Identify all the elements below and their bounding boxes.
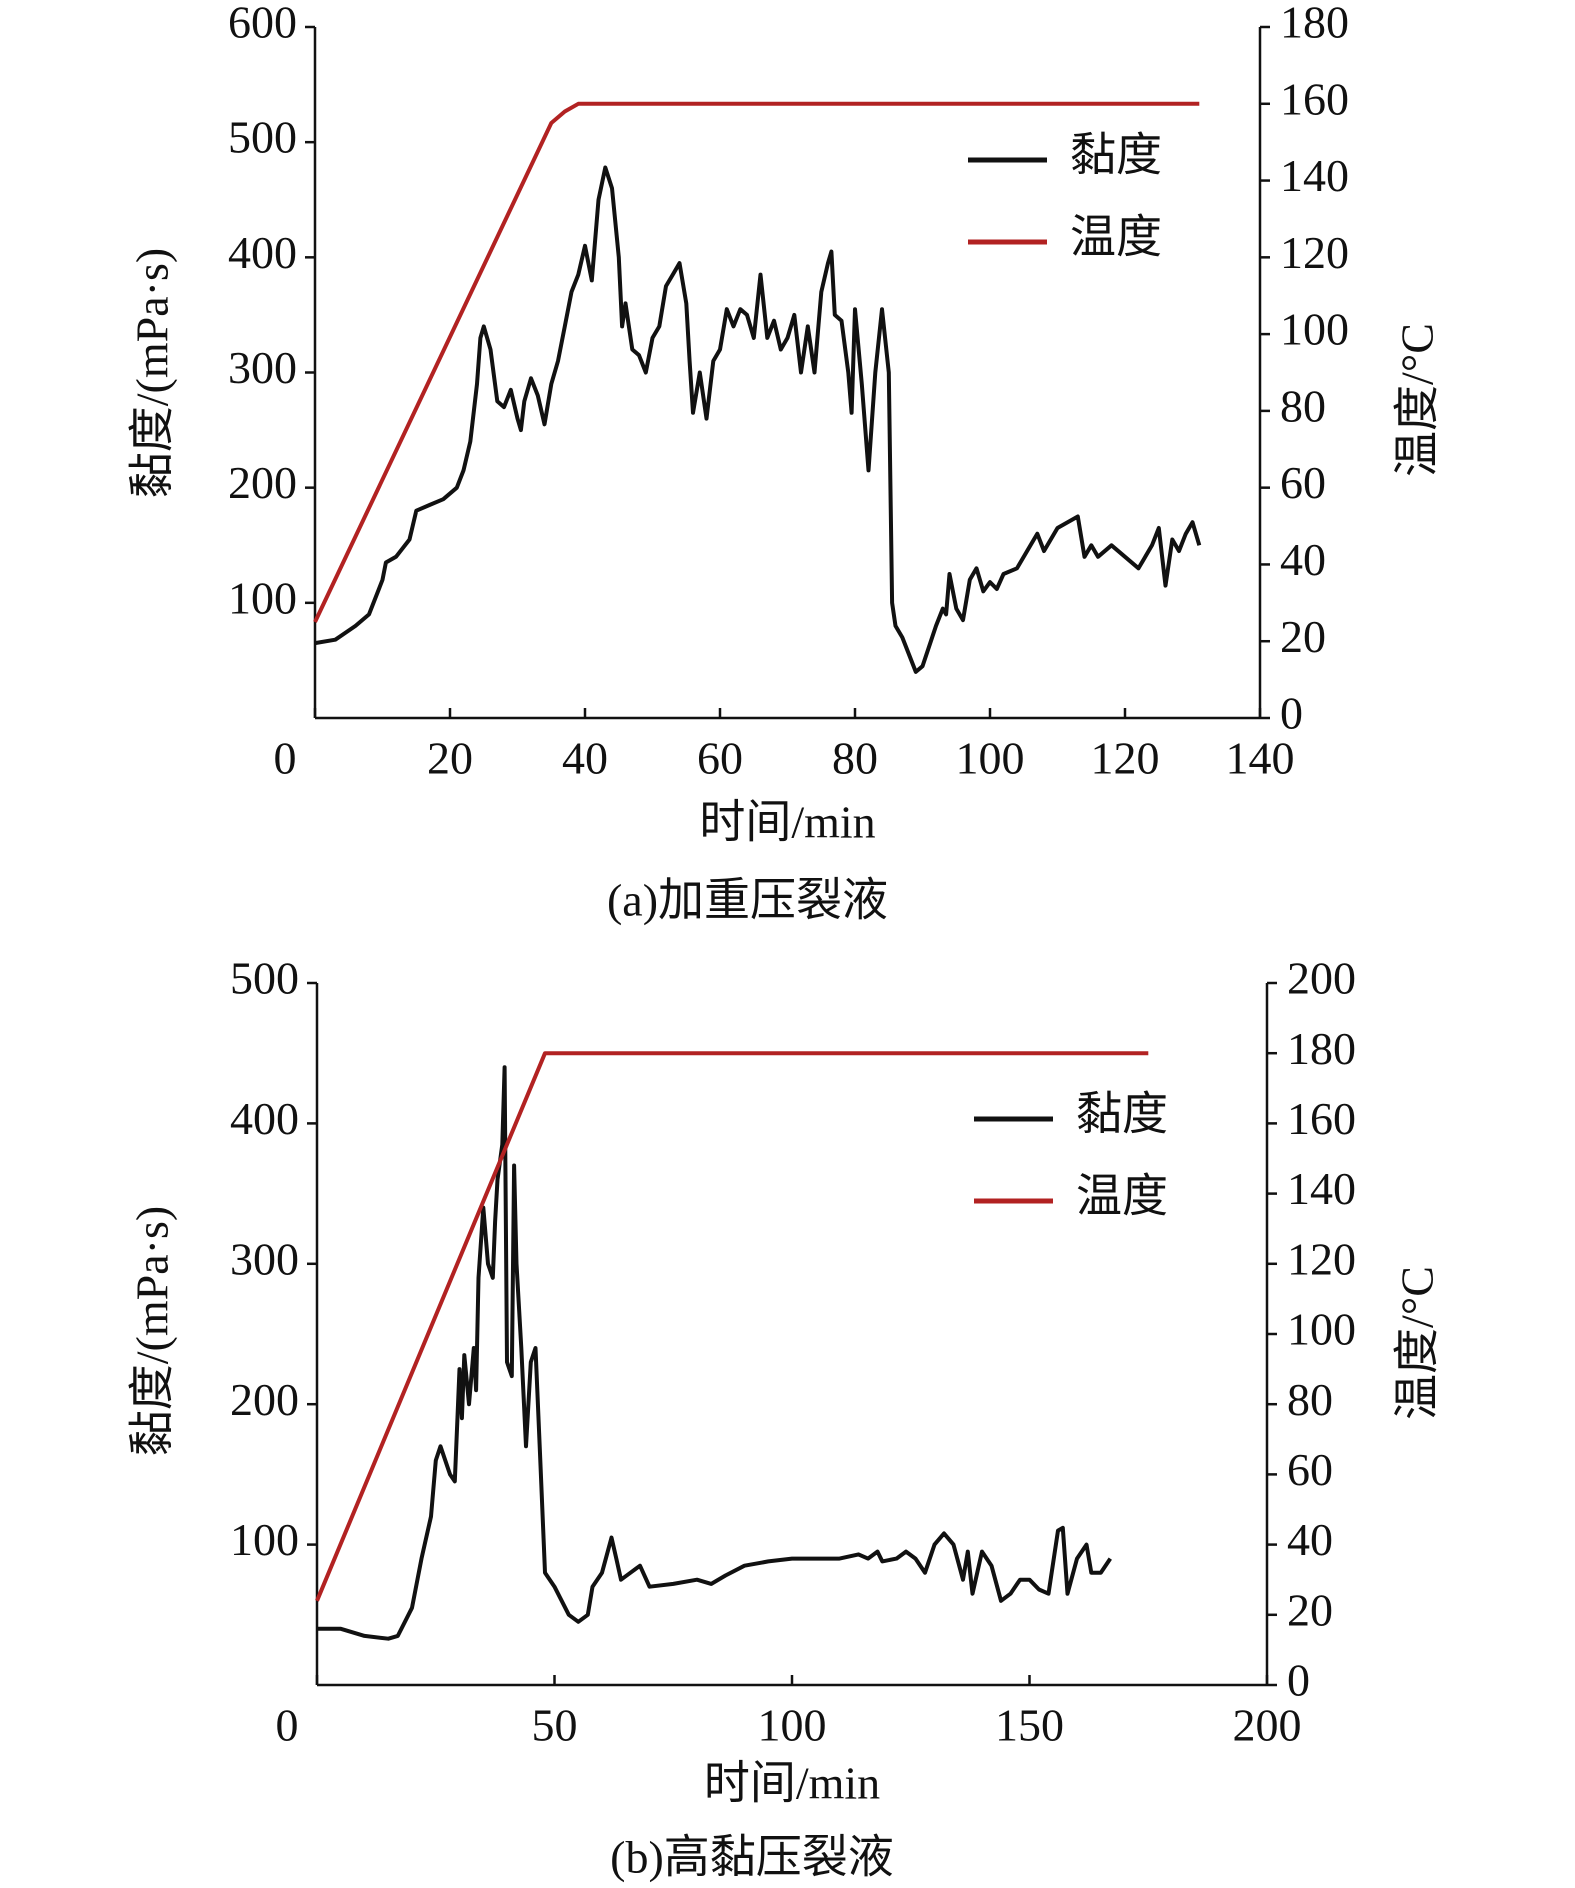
x-tick-label: 200 [1233,1700,1302,1751]
y-tick-label: 400 [228,227,297,278]
y2-tick-label: 60 [1280,457,1326,508]
y-tick-label: 200 [228,457,297,508]
x-tick-label: 150 [995,1700,1064,1751]
x-tick-label: 100 [758,1700,827,1751]
y-tick-label: 100 [230,1514,299,1565]
y2-axis-label: 温度/°C [1392,323,1443,477]
y2-tick-label: 140 [1287,1163,1356,1214]
y2-tick-label: 180 [1280,0,1349,48]
x-tick-label: 20 [427,733,473,784]
y2-tick-label: 40 [1287,1514,1333,1565]
legend-label: 黏度 [1070,130,1162,181]
x-tick-label: 120 [1091,733,1160,784]
x-tick-label: 50 [532,1700,578,1751]
x-tick-label: 0 [276,1700,299,1751]
caption: (a)加重压裂液 [607,875,888,926]
legend-label: 温度 [1070,212,1162,263]
y-tick-label: 300 [230,1233,299,1284]
series-line [314,165,1202,674]
series-line [313,101,1200,623]
x-tick-label: 40 [562,733,608,784]
y2-tick-label: 60 [1287,1444,1333,1495]
x-tick-label: 0 [274,733,297,784]
y2-tick-label: 0 [1287,1655,1310,1706]
y-tick-label: 100 [228,572,297,623]
y-tick-label: 400 [230,1093,299,1144]
series-line [317,1065,1112,1641]
y2-axis-label: 温度/°C [1392,1266,1443,1420]
y2-tick-label: 100 [1287,1304,1356,1355]
x-tick-label: 100 [956,733,1025,784]
caption: (b)高黏压裂液 [610,1832,894,1883]
y2-tick-label: 80 [1287,1374,1333,1425]
y2-tick-label: 40 [1280,534,1326,585]
x-tick-label: 60 [697,733,743,784]
y-tick-label: 300 [228,342,297,393]
y2-tick-label: 160 [1280,73,1349,124]
y2-tick-label: 120 [1280,227,1349,278]
y-axis-label: 黏度/(mPa·s) [127,248,178,498]
y-tick-label: 500 [230,953,299,1004]
legend-label: 黏度 [1076,1089,1168,1140]
y2-tick-label: 200 [1287,953,1356,1004]
x-tick-label: 140 [1226,733,1295,784]
y-tick-label: 600 [228,0,297,48]
x-axis-label: 时间/min [699,797,875,848]
y-tick-label: 500 [228,112,297,163]
y2-tick-label: 80 [1280,380,1326,431]
y2-tick-label: 180 [1287,1023,1356,1074]
y-tick-label: 200 [230,1374,299,1425]
y2-tick-label: 0 [1280,688,1303,739]
y2-tick-label: 100 [1280,304,1349,355]
legend-label: 温度 [1076,1171,1168,1222]
x-tick-label: 80 [832,733,878,784]
y2-tick-label: 120 [1287,1233,1356,1284]
x-axis-label: 时间/min [704,1758,880,1809]
y-axis-label: 黏度/(mPa·s) [127,1206,178,1456]
y2-tick-label: 20 [1287,1584,1333,1635]
series-line [315,1051,1149,1602]
y2-tick-label: 20 [1280,611,1326,662]
y2-tick-label: 160 [1287,1093,1356,1144]
y2-tick-label: 140 [1280,150,1349,201]
